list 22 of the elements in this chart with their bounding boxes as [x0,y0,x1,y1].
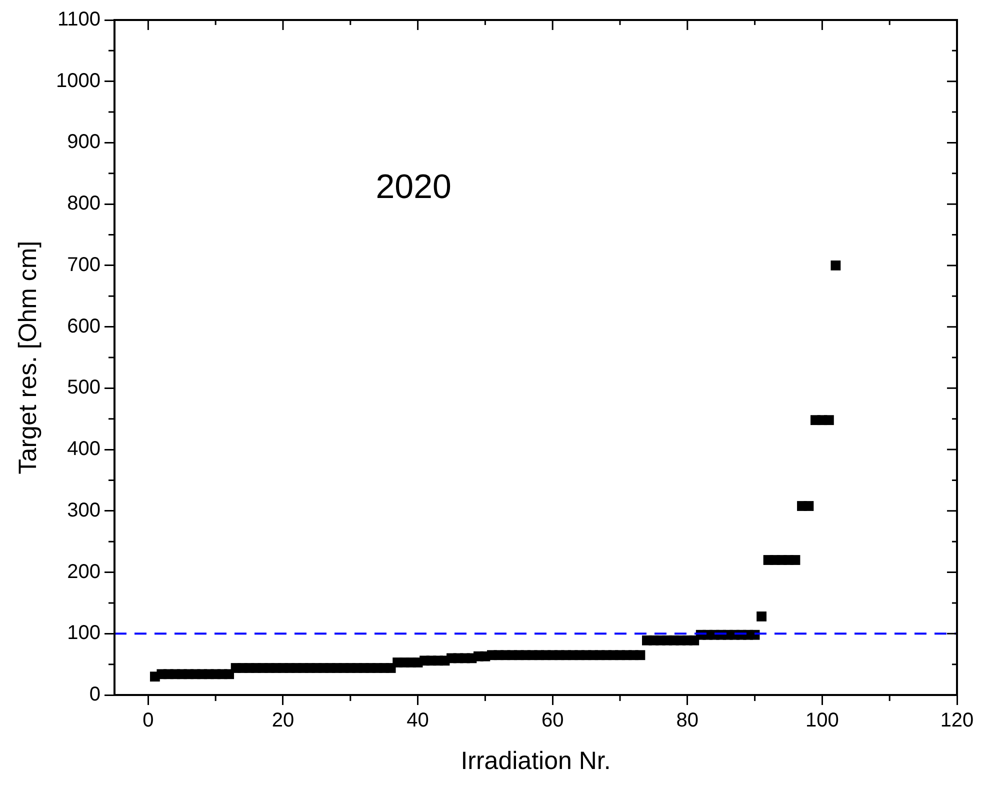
y-tick-label: 400 [67,438,100,460]
x-axis-title: Irradiation Nr. [460,746,611,775]
y-tick-label: 1000 [56,70,100,92]
x-tick-label: 40 [406,710,429,732]
x-tick-label: 80 [676,710,699,732]
y-axis-title: Target res. [Ohm cm] [14,240,42,474]
x-tick-label: 60 [541,710,564,732]
y-tick-label: 300 [67,499,100,522]
annotation: 2020 [376,168,452,206]
x-tick-label: 120 [940,710,974,732]
x-tick-label: 100 [806,710,839,732]
y-tick-label: 0 [89,684,100,706]
x-tick-label: 20 [272,710,294,732]
y-tick-label: 900 [67,131,100,154]
y-tick-label: 100 [67,622,100,644]
y-tick-label: 500 [67,376,100,399]
y-tick-label: 700 [67,254,100,276]
y-tick-label: 200 [67,560,100,583]
y-tick-label: 800 [67,192,100,215]
y-tick-label: 1100 [57,8,100,31]
x-tick-label: 0 [142,710,154,732]
y-tick-label: 600 [67,315,100,338]
